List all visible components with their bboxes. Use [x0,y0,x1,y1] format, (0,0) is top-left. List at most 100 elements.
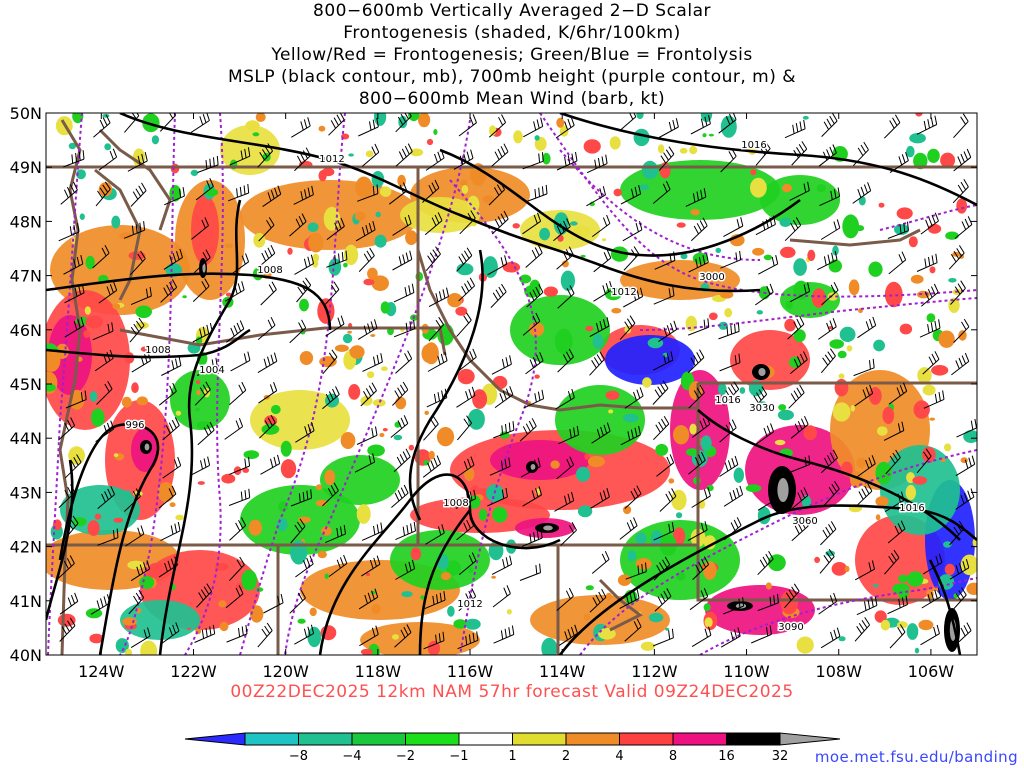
barb-flag [436,455,442,465]
barb-flag [823,121,830,130]
barb-flag [369,121,372,131]
wind-barb [362,353,383,372]
credit-link[interactable]: moe.met.fsu.edu/banding [814,748,1018,766]
barb-flag [695,564,701,573]
barb-flag [731,148,737,157]
barb-flag [699,420,704,430]
barb-flag [832,318,837,327]
barb-flag [372,119,376,129]
shading-speckle [374,113,387,126]
barb-flag [662,183,668,193]
shading-speckle [611,307,622,314]
shading-speckle [513,130,523,144]
barb-flag [773,490,778,500]
barb-flag [494,219,500,228]
shading-speckle [542,152,551,165]
barb-flag [201,219,206,229]
barb-flag [413,319,416,329]
wind-barb [789,181,810,201]
lon-label: 112W [631,662,678,681]
barb-flag [765,553,771,563]
barb-flag [209,158,212,168]
shading-speckle [196,389,201,396]
barb-flag [405,252,409,262]
barb-flag [934,393,938,403]
wind-barb [258,382,278,404]
shading-speckle [875,514,881,521]
barb-flag [411,283,415,293]
barb-flag [505,388,511,398]
barb-flag [898,598,901,608]
barb-flag [467,213,473,222]
wind-barb [854,560,875,581]
shading-speckle [908,236,918,248]
barb-flag [974,418,977,428]
barb-flag [165,425,171,434]
barb-flag [199,328,203,338]
barb-shaft [395,358,413,374]
barb-flag [742,597,745,607]
barb-flag [633,246,640,255]
barb-flag [74,592,79,602]
barb-flag [169,281,175,291]
shading-speckle [906,623,919,640]
barb-flag [297,286,304,295]
shading-speckle [372,399,386,407]
wind-barb [424,212,443,236]
shading-speckle [608,409,614,414]
shading-speckle [897,621,908,629]
barb-flag [147,627,151,637]
wind-barb [790,415,809,439]
shading-maximum-core [202,263,206,273]
wind-barb [916,448,932,474]
wind-barb [818,592,838,615]
barb-flag [568,524,575,534]
barb-flag [172,253,177,263]
shading-speckle [750,177,767,198]
barb-flag [264,146,271,155]
wind-barb [951,587,967,612]
barb-flag [764,140,771,149]
barb-flag [69,226,73,236]
wind-barb [956,418,977,438]
barb-flag [205,160,208,170]
barb-flag [440,353,445,363]
wind-barb [722,597,745,615]
barb-flag [135,592,142,601]
barb-flag [438,291,442,301]
shading-speckle [560,270,576,291]
barb-flag [76,256,80,266]
barb-flag [829,146,834,156]
barb-flag [662,380,669,389]
barb-flag [508,457,511,467]
barb-flag [836,627,841,637]
barb-flag [593,357,600,366]
shading-speckle [312,258,319,268]
wind-barb [723,381,740,406]
height-contour [284,119,471,655]
barb-flag [830,631,834,641]
wind-barb [624,387,644,409]
barb-flag [829,115,835,125]
shading-speckle [401,591,413,598]
wind-barb [852,141,869,167]
wind-barb [229,556,245,581]
wind-barb [191,217,209,240]
barb-flag [334,222,339,232]
barb-flag [576,425,580,435]
wind-barb [948,245,965,270]
wind-barb [557,348,574,373]
barb-flag [571,491,575,501]
barb-flag [261,149,268,158]
barb-flag [103,596,107,606]
barb-flag [509,555,513,565]
barb-flag [471,552,477,562]
barb-flag [404,287,408,297]
shading-speckle [802,115,809,120]
height-contour [539,113,977,298]
wind-barb [884,549,900,575]
barb-flag [864,601,867,611]
wind-barb [64,316,85,338]
barb-flag [536,530,539,540]
shading-maximum-core [530,464,536,470]
